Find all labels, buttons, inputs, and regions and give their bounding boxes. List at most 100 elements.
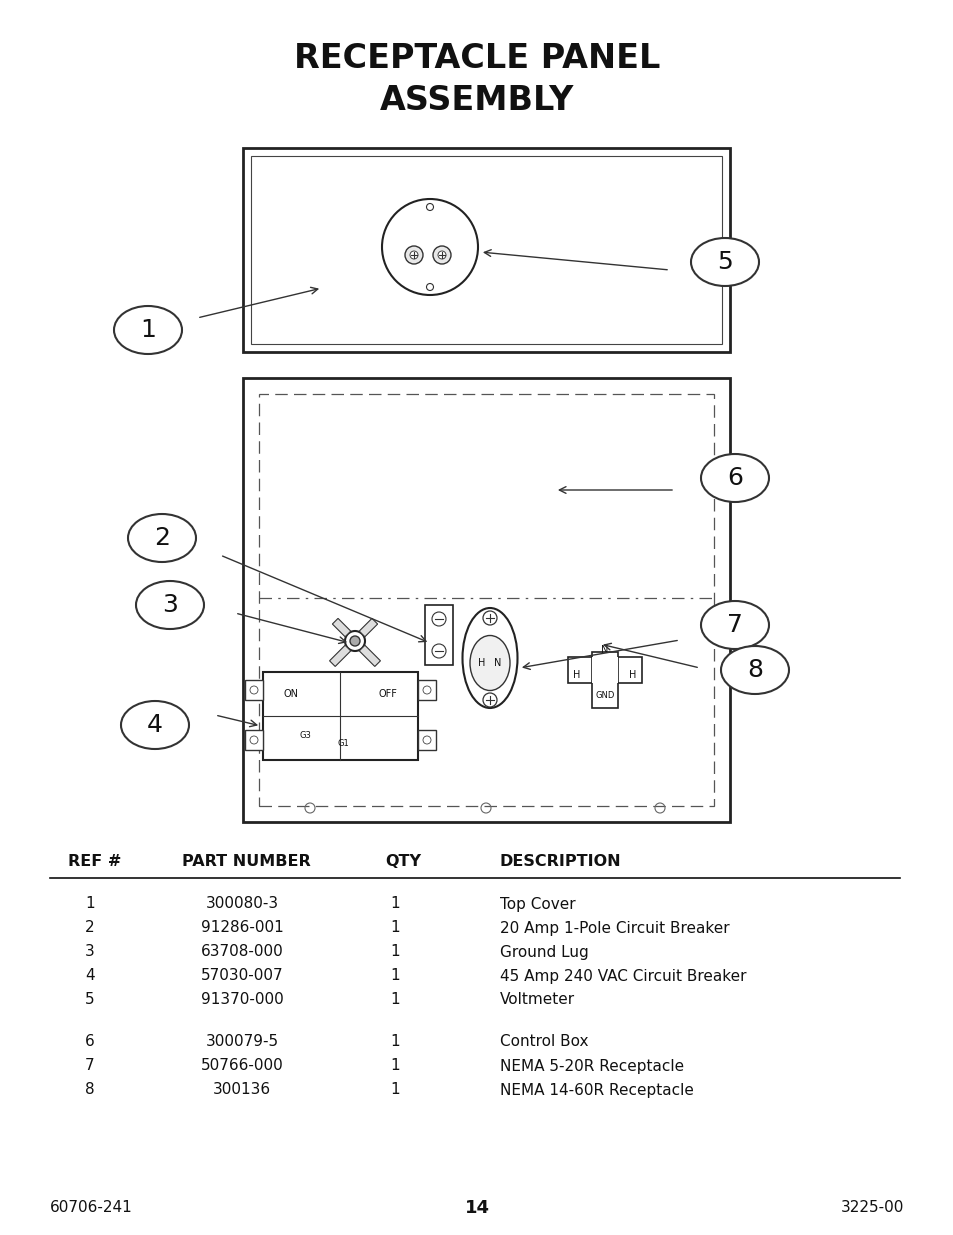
Text: 45 Amp 240 VAC Circuit Breaker: 45 Amp 240 VAC Circuit Breaker <box>499 968 745 983</box>
Polygon shape <box>329 645 351 667</box>
Circle shape <box>350 636 359 646</box>
Text: 1: 1 <box>390 1083 399 1098</box>
Text: Voltmeter: Voltmeter <box>499 993 575 1008</box>
Text: 1: 1 <box>85 897 94 911</box>
Text: NEMA 5-20R Receptacle: NEMA 5-20R Receptacle <box>499 1058 683 1073</box>
Bar <box>245 730 263 750</box>
Text: 8: 8 <box>746 658 762 682</box>
Circle shape <box>250 736 257 743</box>
Ellipse shape <box>690 238 759 287</box>
Text: 5: 5 <box>85 993 94 1008</box>
Circle shape <box>345 631 365 651</box>
Text: 6: 6 <box>85 1035 94 1050</box>
Circle shape <box>432 613 446 626</box>
Circle shape <box>482 693 497 706</box>
Bar <box>424 605 453 664</box>
Text: 63708-000: 63708-000 <box>200 945 283 960</box>
Bar <box>243 378 729 823</box>
Ellipse shape <box>462 608 517 708</box>
Text: H: H <box>629 671 636 680</box>
Text: N: N <box>600 645 608 655</box>
Text: 3: 3 <box>162 593 178 618</box>
Text: 300079-5: 300079-5 <box>205 1035 278 1050</box>
Circle shape <box>426 284 433 290</box>
Text: 50766-000: 50766-000 <box>200 1058 283 1073</box>
Circle shape <box>381 199 477 295</box>
Polygon shape <box>332 619 351 637</box>
Ellipse shape <box>720 646 788 694</box>
Text: 1: 1 <box>390 945 399 960</box>
Text: Top Cover: Top Cover <box>499 897 575 911</box>
Text: G1: G1 <box>336 740 349 748</box>
Text: QTY: QTY <box>385 855 420 869</box>
Circle shape <box>250 685 257 694</box>
Text: 7: 7 <box>85 1058 94 1073</box>
Text: ON: ON <box>283 689 298 699</box>
Text: 300080-3: 300080-3 <box>205 897 278 911</box>
Bar <box>417 680 436 700</box>
Text: H: H <box>573 671 580 680</box>
Text: 2: 2 <box>153 526 170 550</box>
Text: 2: 2 <box>85 920 94 935</box>
Text: 3: 3 <box>85 945 94 960</box>
Text: GND: GND <box>595 692 614 700</box>
Text: 14: 14 <box>464 1199 489 1216</box>
Ellipse shape <box>700 454 768 501</box>
Bar <box>592 657 618 683</box>
Circle shape <box>422 685 431 694</box>
Circle shape <box>433 246 451 264</box>
Text: G3: G3 <box>298 731 311 741</box>
Ellipse shape <box>136 580 204 629</box>
Text: Ground Lug: Ground Lug <box>499 945 588 960</box>
Circle shape <box>405 246 422 264</box>
Text: 7: 7 <box>726 613 742 637</box>
Bar <box>417 730 436 750</box>
Bar <box>243 148 729 352</box>
Text: 1: 1 <box>390 968 399 983</box>
Text: 20 Amp 1-Pole Circuit Breaker: 20 Amp 1-Pole Circuit Breaker <box>499 920 729 935</box>
Circle shape <box>437 251 446 259</box>
Ellipse shape <box>121 701 189 748</box>
Text: 1: 1 <box>390 1058 399 1073</box>
Text: 8: 8 <box>85 1083 94 1098</box>
Bar <box>567 657 641 683</box>
Text: 4: 4 <box>85 968 94 983</box>
Circle shape <box>410 251 417 259</box>
Bar <box>251 156 721 345</box>
Bar <box>592 652 618 708</box>
Text: H: H <box>477 658 485 668</box>
Circle shape <box>482 611 497 625</box>
Text: 1: 1 <box>390 897 399 911</box>
Text: 1: 1 <box>390 1035 399 1050</box>
Text: 60706-241: 60706-241 <box>50 1200 132 1215</box>
Text: 91286-001: 91286-001 <box>200 920 283 935</box>
Ellipse shape <box>113 306 182 354</box>
Text: 1: 1 <box>140 317 155 342</box>
Bar <box>263 672 417 760</box>
Text: 4: 4 <box>147 713 163 737</box>
Bar <box>245 680 263 700</box>
Polygon shape <box>359 645 380 667</box>
Ellipse shape <box>128 514 195 562</box>
Text: 91370-000: 91370-000 <box>200 993 283 1008</box>
Bar <box>258 394 713 806</box>
Polygon shape <box>359 619 377 637</box>
Circle shape <box>422 736 431 743</box>
Circle shape <box>426 204 433 210</box>
Text: DESCRIPTION: DESCRIPTION <box>499 855 621 869</box>
Text: 1: 1 <box>390 920 399 935</box>
Text: Control Box: Control Box <box>499 1035 588 1050</box>
Text: RECEPTACLE PANEL: RECEPTACLE PANEL <box>294 42 659 74</box>
Ellipse shape <box>700 601 768 650</box>
Text: N: N <box>494 658 501 668</box>
Text: 3225-00: 3225-00 <box>840 1200 903 1215</box>
Text: REF #: REF # <box>68 855 121 869</box>
Text: 300136: 300136 <box>213 1083 271 1098</box>
Text: NEMA 14-60R Receptacle: NEMA 14-60R Receptacle <box>499 1083 693 1098</box>
Circle shape <box>432 643 446 658</box>
Text: ASSEMBLY: ASSEMBLY <box>379 84 574 116</box>
Text: 57030-007: 57030-007 <box>200 968 283 983</box>
Ellipse shape <box>470 636 510 690</box>
Text: 6: 6 <box>726 466 742 490</box>
Text: 5: 5 <box>717 249 732 274</box>
